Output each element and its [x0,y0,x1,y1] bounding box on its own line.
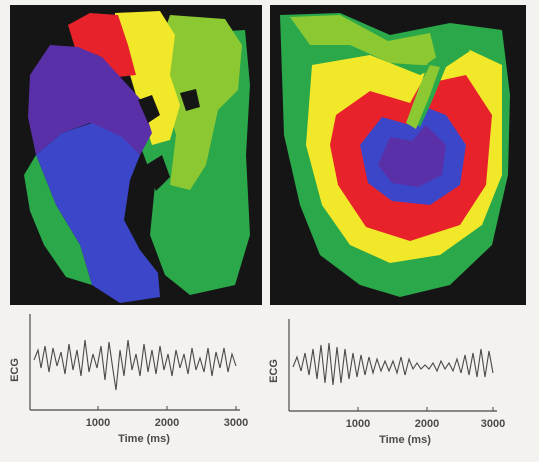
map-region-yellowgreen-top [290,15,438,65]
map-gap-2 [146,155,170,191]
ecg-left-xlabel: Time (ms) [118,433,170,445]
map-region-green-left [24,155,92,285]
ecg-right-ylabel: ECG [268,359,280,383]
ecg-right-svg: ECG 1000 2000 3000 Time (ms) [268,319,505,446]
ecg-left-tick-label-2: 2000 [155,417,179,429]
ecg-right: ECG 1000 2000 3000 Time (ms) [265,313,535,459]
activation-map-right-svg [270,5,526,305]
map-region-red [68,13,136,77]
map-gap-3 [180,89,200,111]
map-region-yellowgreen [160,15,242,190]
ecg-left-tick-label-3: 3000 [224,417,248,429]
map-region-yellowgreen-arm [406,65,440,129]
ecg-right-xlabel: Time (ms) [379,434,431,446]
ecg-left: ECG 1000 2000 3000 Time (ms) [8,310,264,458]
map-region-purple [28,45,152,155]
ecg-right-tick-label-2: 2000 [415,418,439,430]
ecg-left-svg: ECG 1000 2000 3000 Time (ms) [9,314,248,445]
map-region-blue [36,123,160,303]
ecg-right-trace [292,342,494,386]
map-region-yellow [114,11,180,145]
activation-map-left [10,5,262,305]
ecg-left-tick-label-1: 1000 [86,417,110,429]
activation-map-right [270,5,526,305]
ecg-left-trace [33,339,237,391]
activation-map-left-svg [10,5,262,305]
map-gap-1 [138,95,160,123]
map-region-purple-core [378,125,446,187]
ecg-right-tick-label-3: 3000 [481,418,505,430]
ecg-right-tick-label-1: 1000 [346,418,370,430]
ecg-left-ylabel: ECG [9,358,21,382]
